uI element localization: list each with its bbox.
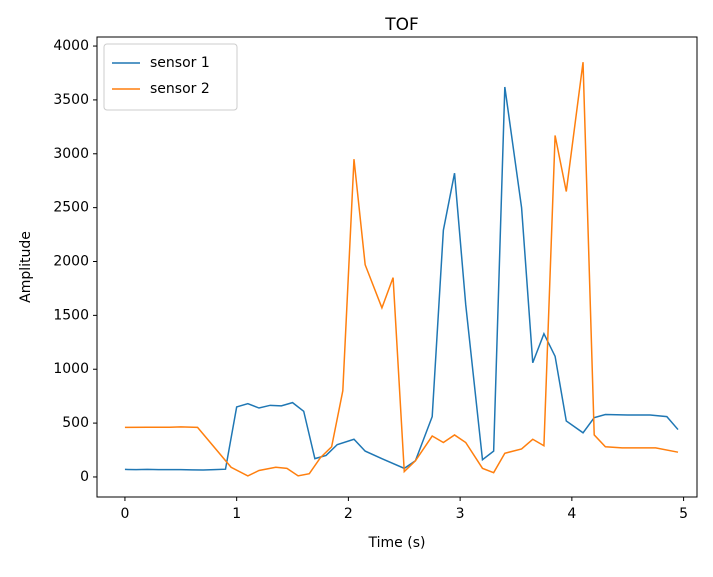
x-tick-label: 4: [567, 506, 576, 522]
y-tick-label: 2000: [53, 254, 89, 270]
x-tick-label: 1: [232, 506, 241, 522]
x-tick-label: 2: [344, 506, 353, 522]
y-tick-label: 4000: [53, 38, 89, 54]
y-tick-label: 1500: [53, 307, 89, 323]
y-tick-label: 2500: [53, 200, 89, 216]
x-axis-label: Time (s): [368, 535, 426, 551]
chart-title: TOF: [384, 15, 419, 35]
y-tick-label: 1000: [53, 361, 89, 377]
legend-label: sensor 2: [150, 81, 210, 97]
y-axis-label: Amplitude: [18, 231, 34, 303]
y-tick-label: 3500: [53, 92, 89, 108]
x-tick-label: 3: [456, 506, 465, 522]
y-tick-label: 0: [80, 469, 89, 485]
data-line: [124, 86, 679, 471]
x-tick-label: 0: [120, 506, 129, 522]
legend-box: [103, 43, 238, 111]
y-tick-label: 500: [62, 415, 89, 431]
x-tick-label: 5: [679, 506, 688, 522]
plot-frame: [96, 36, 698, 498]
data-line: [124, 62, 679, 477]
y-tick-label: 3000: [53, 146, 89, 162]
legend-label: sensor 1: [150, 55, 210, 71]
